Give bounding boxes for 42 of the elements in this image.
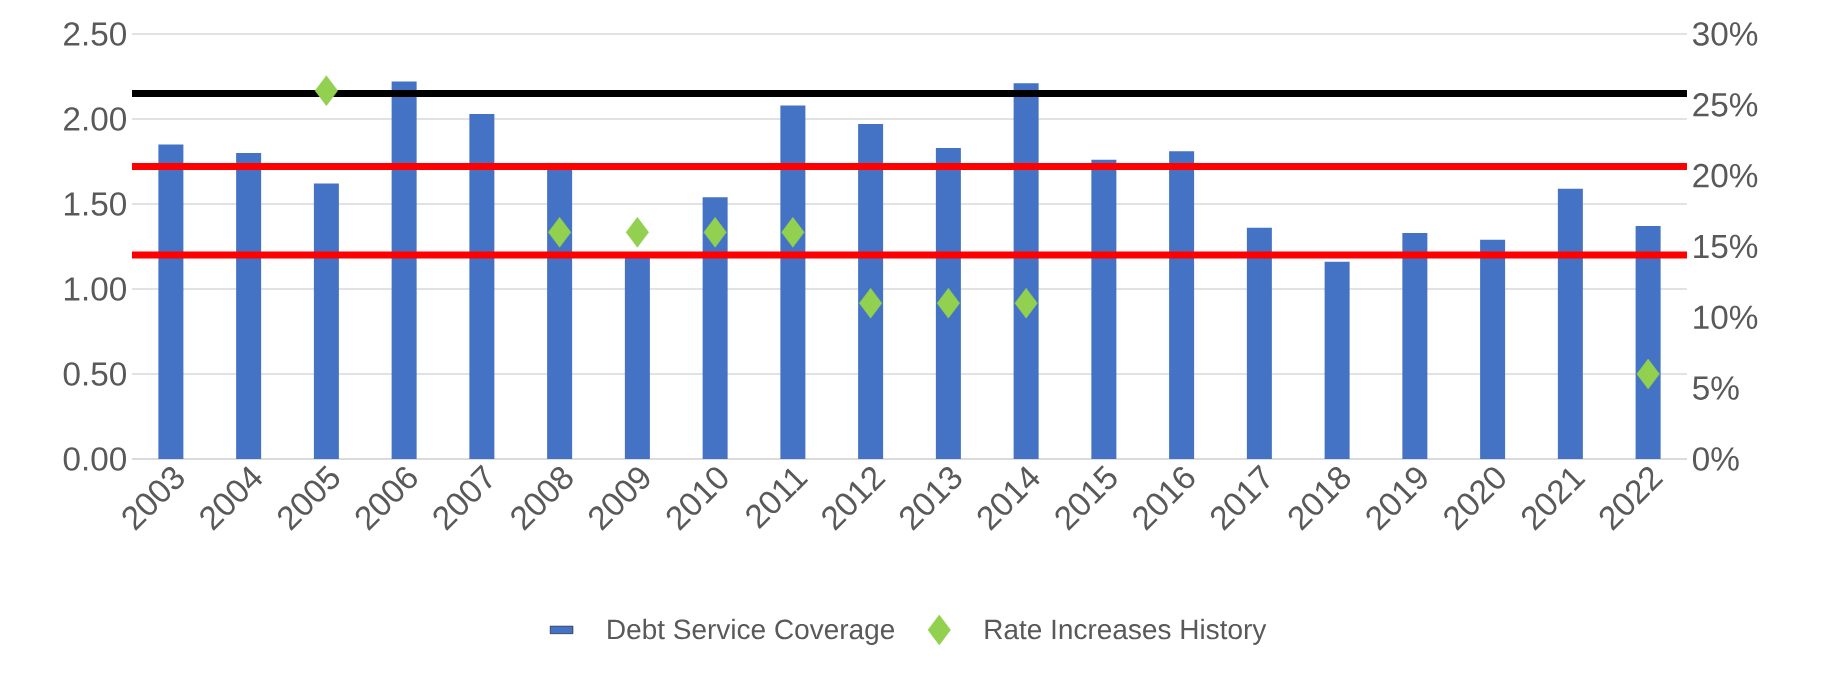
bar xyxy=(469,113,495,459)
y2-tick-label: 20% xyxy=(1693,163,1758,188)
y2-tick-label: 25% xyxy=(1693,93,1758,117)
y2-tick-label: 15% xyxy=(1694,234,1758,259)
bar xyxy=(1324,261,1350,459)
point xyxy=(703,217,727,248)
y2-tick-label: 5% xyxy=(1693,376,1739,400)
y-tick-label: 1.00 xyxy=(64,277,126,301)
point xyxy=(625,217,649,248)
y-tick-label: 2.00 xyxy=(64,107,126,131)
bar xyxy=(1635,226,1661,459)
y-tick-label: 0.50 xyxy=(63,362,126,386)
bar xyxy=(158,144,184,459)
bar xyxy=(1091,159,1117,459)
bar xyxy=(391,81,417,459)
bar xyxy=(702,197,728,459)
y-tick-label: 1.50 xyxy=(64,192,126,216)
point xyxy=(1014,287,1038,319)
point xyxy=(936,287,960,319)
bar xyxy=(935,147,961,459)
y2-tick-label: 0% xyxy=(1692,447,1739,471)
bar xyxy=(1169,151,1195,459)
y-tick-label: 2.50 xyxy=(64,22,126,46)
bar xyxy=(236,152,262,459)
y2-tick-label: 10% xyxy=(1694,305,1758,330)
legend-label: Rate Increases History xyxy=(985,618,1267,645)
point xyxy=(859,287,883,319)
bar xyxy=(1246,227,1272,459)
bar xyxy=(780,105,806,459)
legend-label: Debt Service Coverage xyxy=(608,618,895,645)
point xyxy=(314,75,338,106)
point xyxy=(1636,358,1660,390)
point xyxy=(548,217,572,248)
bar xyxy=(1013,83,1039,459)
point xyxy=(781,217,805,248)
bar xyxy=(1480,239,1506,459)
bar xyxy=(624,256,650,459)
bar xyxy=(1402,232,1428,459)
bar xyxy=(313,183,339,459)
bar xyxy=(1557,188,1583,459)
y2-tick-label: 30% xyxy=(1692,22,1758,46)
bar xyxy=(858,124,884,459)
